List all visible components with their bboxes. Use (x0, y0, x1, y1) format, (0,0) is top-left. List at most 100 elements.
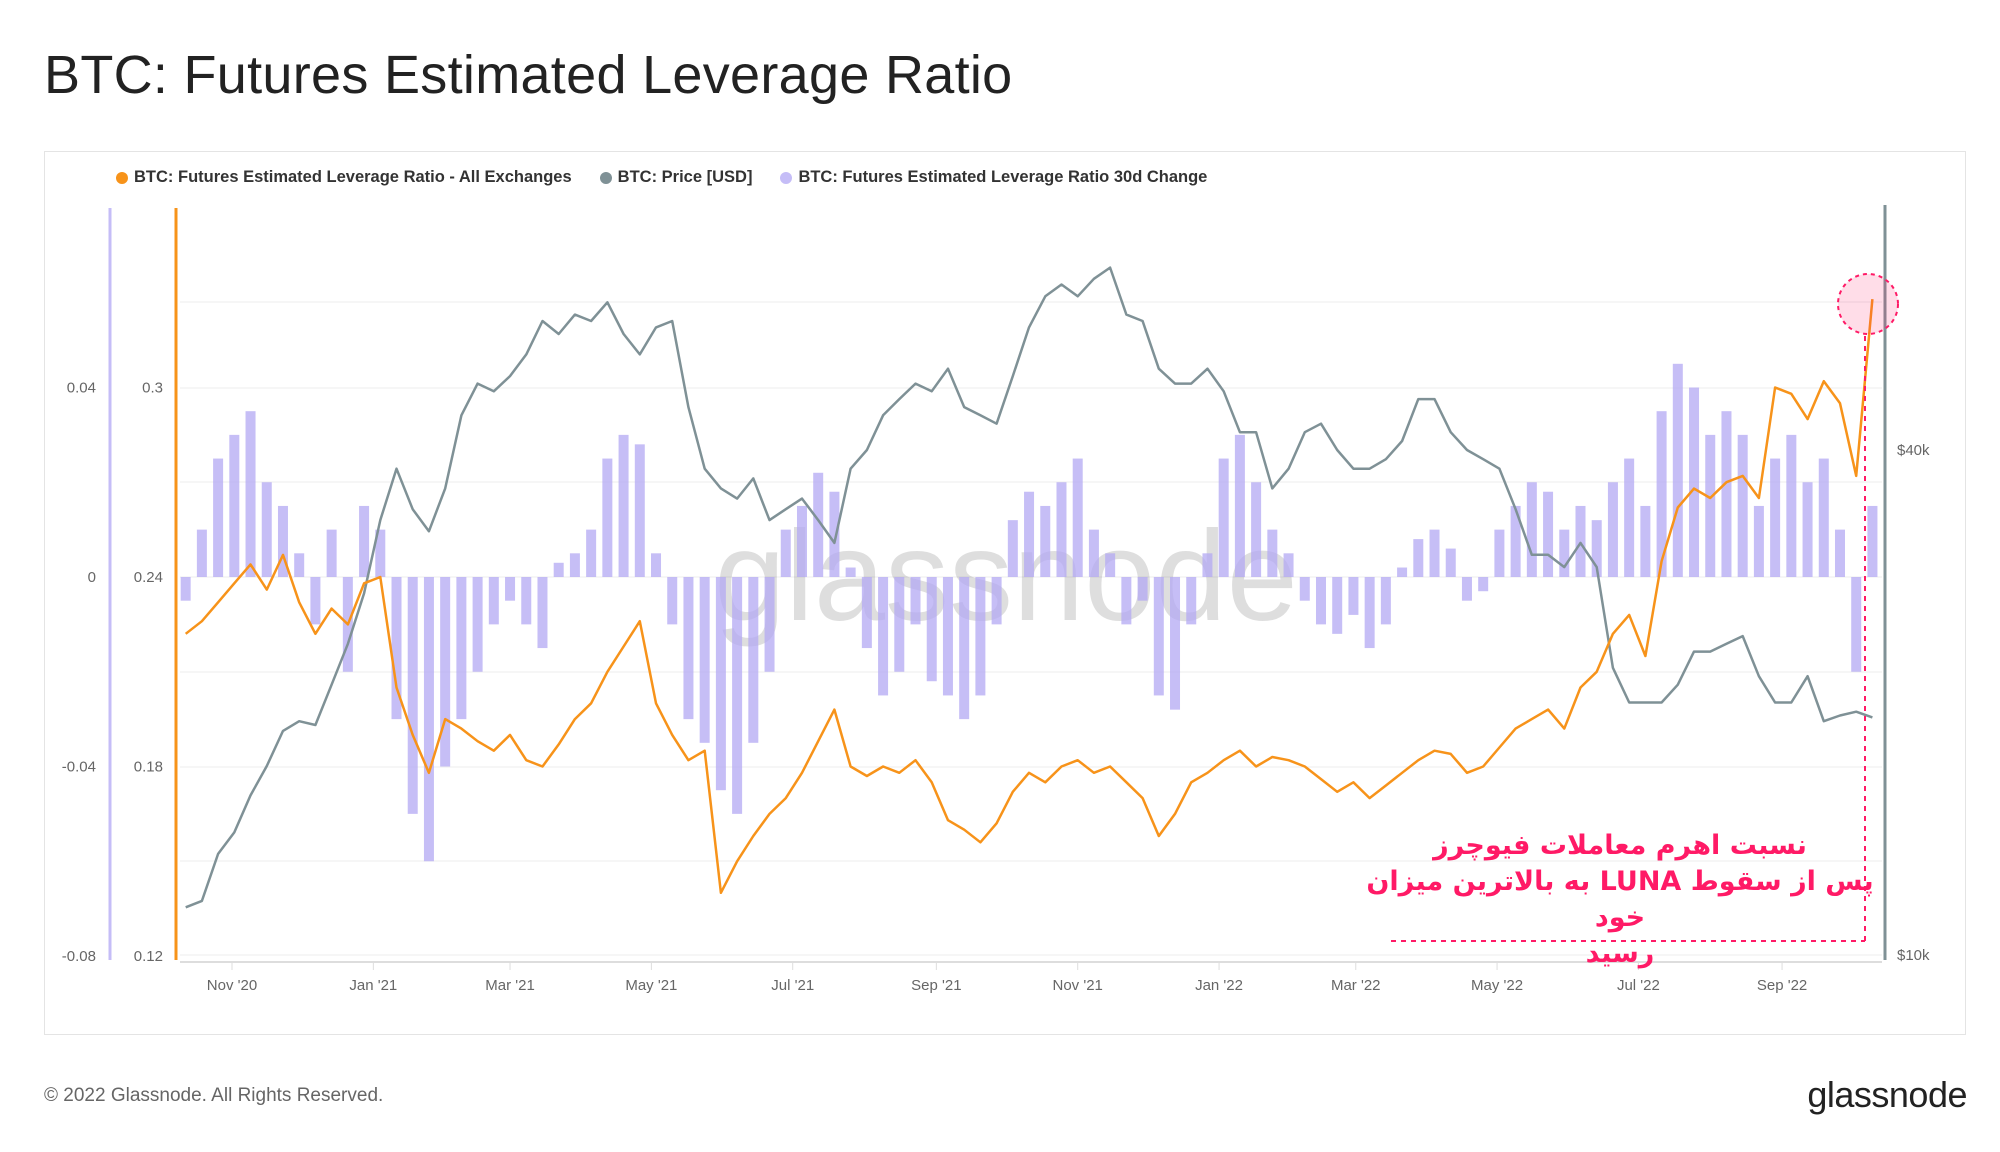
y-tick-label-change: 0.04 (67, 380, 96, 397)
change-bar (1851, 577, 1862, 672)
change-bar (683, 577, 694, 720)
change-bar (1656, 411, 1667, 577)
annotation-line: رسید (1585, 938, 1655, 969)
change-bar (1007, 520, 1018, 577)
change-bar (748, 577, 759, 743)
change-bar (1332, 577, 1343, 634)
x-tick-label: Sep '22 (1757, 977, 1807, 994)
change-bar (1494, 529, 1505, 577)
change-bar (1753, 505, 1764, 577)
change-bar (1429, 529, 1440, 577)
change-bar (1543, 491, 1554, 577)
change-bar (440, 577, 451, 767)
change-bar (456, 577, 467, 720)
change-bar (1559, 529, 1570, 577)
legend-dot-icon (599, 171, 612, 184)
x-tick-label: Jan '22 (1195, 977, 1243, 994)
change-bar (1818, 458, 1829, 577)
change-bar (1218, 458, 1229, 577)
change-bar (488, 577, 499, 625)
change-bar (310, 577, 321, 625)
change-bar (732, 577, 743, 814)
change-bar (1348, 577, 1359, 615)
change-bars (180, 363, 1878, 862)
change-bar (326, 529, 337, 577)
change-bar (1672, 363, 1683, 577)
annotation-line: نسبت اهرم معاملات فیوچرز (1433, 830, 1807, 861)
change-bar (1364, 577, 1375, 649)
glassnode-logo[interactable]: glassnode (1807, 1074, 1967, 1115)
highlight-circle (1837, 273, 1899, 335)
change-bar (1624, 458, 1635, 577)
change-bar (1526, 482, 1537, 577)
change-bar (1137, 577, 1148, 601)
change-bar (699, 577, 710, 743)
x-tick-label: Mar '22 (1331, 977, 1381, 994)
change-bar (1234, 434, 1245, 577)
change-bar (1689, 387, 1700, 577)
change-bar (1737, 434, 1748, 577)
change-bar (1202, 553, 1213, 577)
legend-item-leverage[interactable]: BTC: Futures Estimated Leverage Ratio - … (116, 168, 572, 187)
x-tick-label: May '22 (1471, 977, 1523, 994)
change-bar (991, 577, 1002, 625)
change-bar (1153, 577, 1164, 696)
change-bar (1186, 577, 1197, 625)
legend-item-change[interactable]: BTC: Futures Estimated Leverage Ratio 30… (780, 168, 1207, 187)
change-bar (1461, 577, 1472, 601)
change-bar (391, 577, 402, 720)
change-bar (1105, 553, 1116, 577)
x-tick-label: Jul '21 (771, 977, 814, 994)
change-bar (245, 411, 256, 577)
x-tick-label: Jan '21 (349, 977, 397, 994)
x-tick-label: Sep '21 (911, 977, 961, 994)
series-lines (184, 266, 1874, 909)
price-line (185, 266, 1873, 909)
y-tick-label-ratio: 0.24 (134, 569, 163, 586)
change-bar (894, 577, 905, 672)
change-bar (764, 577, 775, 672)
legend-label: BTC: Price [USD] (617, 168, 753, 186)
change-bar (602, 458, 613, 577)
change-bar (1072, 458, 1083, 577)
change-bar (1040, 505, 1051, 577)
page-title: BTC: Futures Estimated Leverage Ratio (44, 45, 1013, 105)
change-bar (1478, 577, 1489, 592)
change-bar (1380, 577, 1391, 625)
change-bar (1121, 577, 1132, 625)
change-bar (878, 577, 889, 696)
change-bar (1770, 458, 1781, 577)
change-bar (780, 529, 791, 577)
change-bar (407, 577, 418, 814)
legend-item-price[interactable]: BTC: Price [USD] (599, 168, 753, 187)
change-bar (1056, 482, 1067, 577)
change-bar (667, 577, 678, 625)
y-tick-label-ratio: 0.12 (134, 948, 163, 965)
change-bar (1607, 482, 1618, 577)
watermark: glassnode (714, 505, 1298, 648)
change-bar (1251, 482, 1262, 577)
legend: BTC: Futures Estimated Leverage Ratio - … (116, 168, 1207, 187)
change-bar (472, 577, 483, 672)
change-bar (1315, 577, 1326, 625)
change-bar (942, 577, 953, 696)
axis-ticks: Nov '20 Jan '21 Mar '21 May '21 Jul '21 Sep '… (62, 380, 1930, 995)
change-bar (975, 577, 986, 696)
change-bar (261, 482, 272, 577)
x-tick-label: Mar '21 (485, 977, 535, 994)
y-tick-label-ratio: 0.18 (134, 759, 163, 776)
y-tick-label-price: $40k (1897, 442, 1930, 459)
change-bar (1591, 520, 1602, 577)
y-tick-label-change: 0 (88, 569, 96, 586)
change-bar (1510, 505, 1521, 577)
y-tick-label-price: $10k (1897, 947, 1930, 964)
change-bar (959, 577, 970, 720)
change-bar (861, 577, 872, 649)
change-bar (375, 529, 386, 577)
chart-container (44, 151, 1966, 1035)
copyright: © 2022 Glassnode. All Rights Reserved. (44, 1085, 384, 1106)
change-bar (1445, 548, 1456, 577)
x-tick-label: Nov '21 (1053, 977, 1103, 994)
x-tick-label: May '21 (625, 977, 677, 994)
change-bar (553, 562, 564, 577)
